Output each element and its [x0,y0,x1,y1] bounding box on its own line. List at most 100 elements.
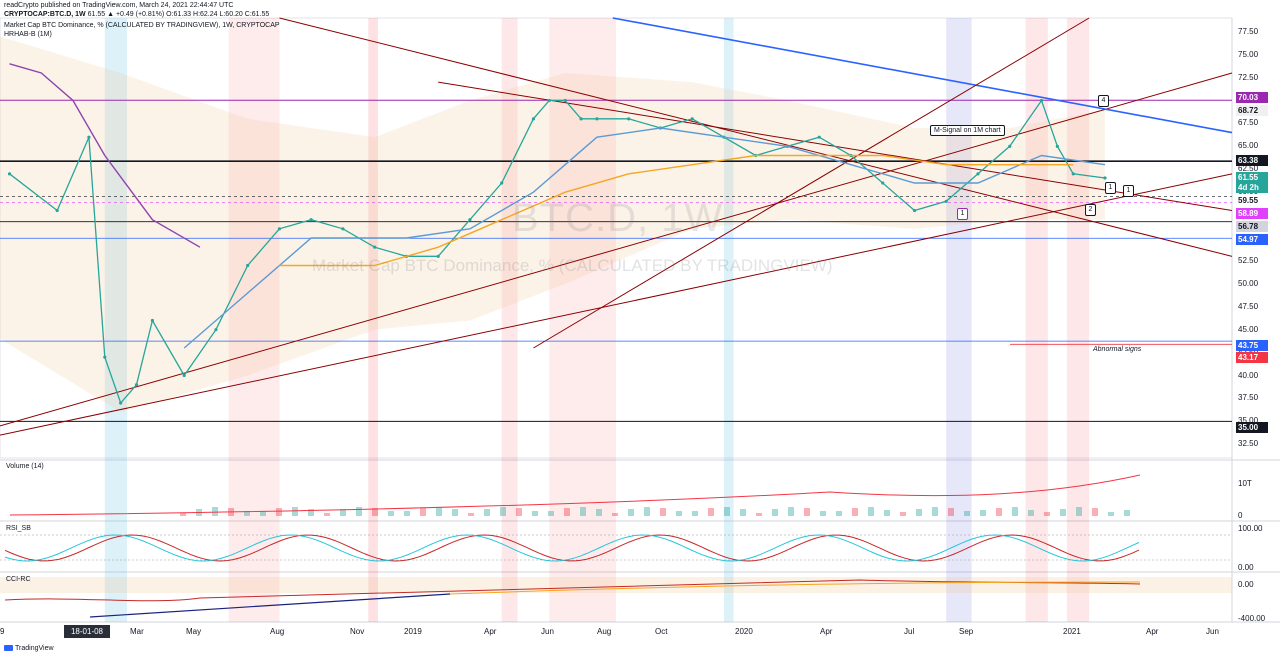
data-point [500,181,504,185]
data-point [373,245,377,249]
volume-bar [260,511,266,516]
trend-line [279,17,1233,257]
volume-bar [212,507,218,516]
volume-bar [244,511,250,516]
data-point [103,355,107,359]
data-point [563,98,567,103]
price-level-tag: 61.55 [1236,172,1268,183]
volume-bar [308,509,314,516]
data-point [246,263,250,268]
data-point [134,383,139,387]
price-cloud [0,36,1105,413]
volume-bar [516,508,522,516]
marker-2[interactable]: 2 [1085,204,1096,216]
volume-bar [852,508,858,516]
data-point [7,172,12,176]
volume-bar [404,511,410,516]
crosshair-date: 18-01-08 [64,625,110,638]
volume-bar [628,509,634,516]
data-point [55,208,59,213]
watermark-symbol: BTC.D, 1W [512,196,724,240]
volume-bar [804,508,810,516]
y-tick-label: 45.00 [1238,324,1259,334]
volume-bar [756,513,762,516]
volume-bar [372,508,378,516]
series-line-1 [183,127,1106,349]
price-level-tag: 56.78 [1236,221,1268,232]
price-level-tag: 59.55 [1236,195,1268,206]
volume-bar [916,509,922,516]
y-tick-label: 75.00 [1238,49,1259,59]
rsi-line [4,534,1140,562]
volume-ma-line [9,474,1141,516]
price-level-tag: 63.38 [1236,155,1268,166]
volume-bar [356,507,362,516]
x-tick-label: Apr [484,627,497,636]
highlight-band [501,18,518,622]
x-tick-label: Jun [541,627,554,636]
data-point [119,401,123,405]
volume-bar [276,508,282,516]
data-point [182,373,186,378]
marker-1a[interactable]: 1 [1105,182,1116,194]
y-tick-label: 62.50 [1238,164,1259,174]
indicator-tick-label: 100.00 [1238,524,1263,533]
y-tick-label: 77.50 [1238,26,1259,36]
highlight-band [723,18,734,622]
volume-bar [900,512,906,516]
data-point [277,227,282,231]
tradingview-logo[interactable]: TradingView [4,645,54,652]
volume-bar [676,511,682,516]
marker-4[interactable]: 4 [1098,95,1109,107]
data-point [944,199,948,203]
volume-bar [324,513,330,516]
y-tick-label: 35.00 [1238,416,1259,426]
price-level-tag: 43.75 [1236,340,1268,351]
data-point [976,172,980,176]
indicator-tick-label: 0.00 [1238,563,1254,572]
data-point [468,218,472,222]
msignal-annotation[interactable]: M-Signal on 1M chart [930,125,1005,136]
data-point [87,135,91,139]
series-title: Market Cap BTC Dominance, % (CALCULATED … [4,22,280,29]
abnormal-signs-annotation[interactable]: Abnormal signs [1093,346,1142,353]
data-point [1055,144,1059,148]
marker-1c[interactable]: 1 [957,208,968,220]
x-tick-label: 2021 [1063,627,1081,636]
marker-1b[interactable]: 1 [1123,185,1134,197]
series-line-0 [9,99,1106,405]
indicator-tick-label: 0.00 [1238,580,1254,589]
data-point [595,117,599,121]
volume-bar [868,507,874,516]
watermark-subtitle: Market Cap BTC Dominance, % (CALCULATED … [312,256,833,275]
ohlc: 61.55 ▲ +0.49 (+0.81%) O:61.33 H:62.24 L… [87,11,270,18]
x-tick-label: Mar [130,627,144,636]
cci-ma-line [449,581,1141,595]
volume-bar [948,508,954,516]
volume-bar [468,513,474,516]
y-tick-label: 50.00 [1238,278,1259,288]
price-level-tag: 70.03 [1236,92,1268,103]
y-tick-label: 47.50 [1238,301,1259,311]
cci-pane-label: CCI-RC [6,576,31,583]
x-tick-label: Nov [350,627,365,636]
volume-bar [980,510,986,516]
volume-bar [564,508,570,516]
x-tick-label: Apr [1146,627,1159,636]
volume-bar [420,508,426,516]
trend-line [533,17,1090,349]
volume-bar [660,508,666,516]
volume-bar [1060,509,1066,516]
symbol-line: CRYPTOCAP:BTC.D, 1W 61.55 ▲ +0.49 (+0.81… [4,10,269,19]
volume-bar [708,508,714,516]
volume-pane-label: Volume (14) [6,463,44,470]
indicator-tick-label: 10T [1238,479,1252,488]
volume-bar [820,511,826,516]
trend-line [0,72,1233,427]
data-point [912,208,917,213]
volume-bar [788,507,794,516]
volume-bar [340,509,346,516]
volume-bar [692,511,698,516]
data-point [1039,98,1044,103]
